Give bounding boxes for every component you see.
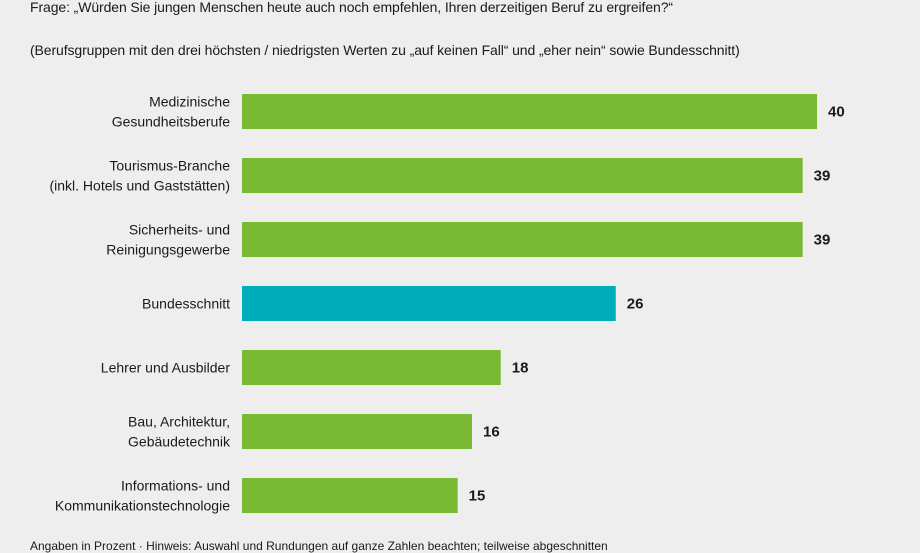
category-label: Lehrer und Ausbilder bbox=[101, 360, 231, 376]
bar bbox=[242, 478, 458, 513]
footnote: Angaben in Prozent · Hinweis: Auswahl un… bbox=[30, 539, 608, 553]
bar bbox=[242, 350, 501, 385]
value-label: 16 bbox=[483, 424, 500, 441]
value-label: 39 bbox=[814, 232, 831, 249]
bar bbox=[242, 414, 472, 449]
category-label: Medizinische Gesundheitsberufe bbox=[112, 94, 231, 130]
category-label: Bau, Architektur, Gebäudetechnik bbox=[128, 414, 231, 450]
bar bbox=[242, 286, 616, 321]
chart-subtitle: (Berufsgruppen mit den drei höchsten / n… bbox=[30, 42, 740, 58]
value-label: 39 bbox=[814, 168, 831, 185]
bar bbox=[242, 158, 803, 193]
bar bbox=[242, 222, 803, 257]
category-label: Tourismus-Branche (inkl. Hotels und Gasts… bbox=[49, 158, 230, 194]
question-text: Frage: „Würden Sie jungen Menschen heute… bbox=[30, 0, 673, 15]
bar bbox=[242, 94, 817, 129]
category-label: Bundesschnitt bbox=[142, 296, 230, 312]
value-label: 26 bbox=[627, 296, 644, 313]
value-label: 18 bbox=[512, 360, 529, 377]
value-label: 40 bbox=[828, 104, 845, 121]
category-label: Sicherheits- und Reinigungsgewerbe bbox=[106, 222, 230, 258]
value-label: 15 bbox=[469, 488, 486, 505]
category-label: Informations- und Kommunikationstechnolog… bbox=[55, 478, 230, 514]
